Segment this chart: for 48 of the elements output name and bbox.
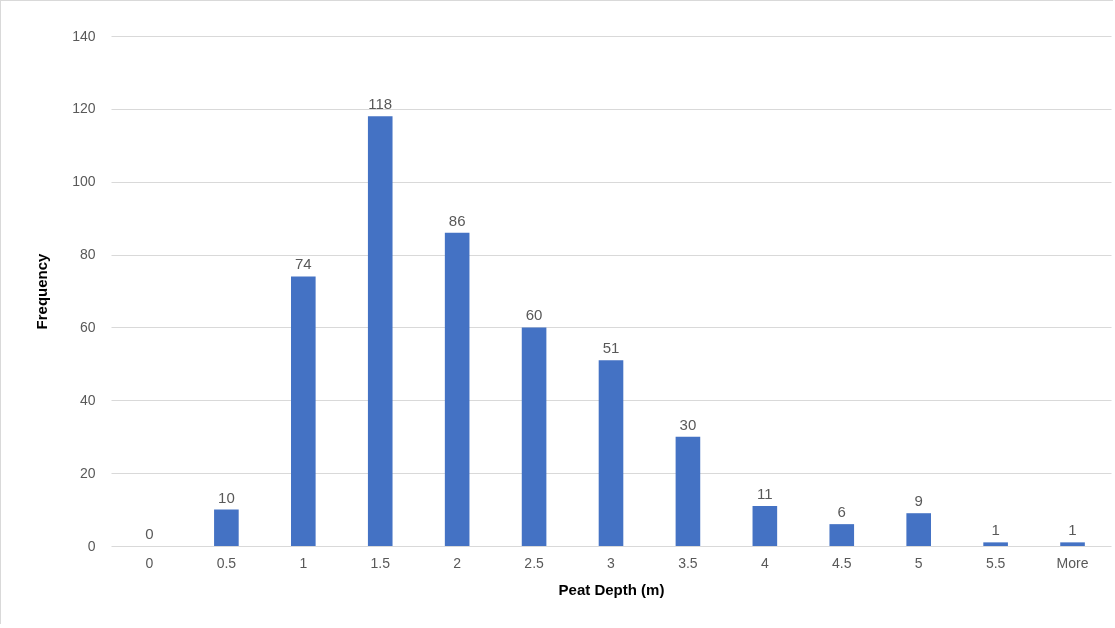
x-tick-label: 2.5	[524, 554, 545, 571]
y-tick-label: 0	[87, 537, 96, 554]
data-label: 86	[448, 211, 466, 229]
x-tick-label: More	[1056, 554, 1089, 571]
bar	[829, 524, 855, 546]
x-tick-label: 0.5	[216, 554, 237, 571]
y-axis-title: Frequency	[33, 252, 51, 330]
x-tick-label: 1.5	[370, 554, 391, 571]
y-tick-label: 80	[79, 246, 96, 263]
data-label: 74	[294, 255, 312, 273]
x-tick-label: 4	[760, 554, 769, 571]
x-tick-label: 2	[453, 554, 462, 571]
y-tick-label: 40	[79, 391, 96, 408]
y-tick-label: 100	[72, 173, 96, 190]
x-tick-label: 5	[914, 554, 923, 571]
data-label: 51	[602, 339, 620, 357]
x-tick-label: 3	[607, 554, 616, 571]
bar	[675, 436, 701, 546]
x-tick-label: 4.5	[832, 554, 852, 571]
data-label: 11	[757, 484, 773, 502]
data-label: 10	[218, 488, 235, 506]
x-tick-label: 5.5	[985, 554, 1006, 571]
bar	[983, 542, 1008, 546]
bar	[291, 276, 316, 546]
x-tick-label: 1	[299, 554, 308, 571]
data-label: 60	[525, 306, 543, 324]
data-label: 6	[837, 503, 846, 521]
data-label: 1	[991, 521, 1000, 539]
bar	[598, 360, 624, 546]
bar	[906, 513, 931, 546]
bar	[214, 509, 239, 546]
bar	[521, 327, 547, 546]
bar	[1060, 542, 1085, 546]
data-label: 0	[145, 525, 154, 542]
x-tick-label: 3.5	[678, 554, 698, 571]
data-label: 9	[914, 492, 923, 510]
x-axis-title: Peat Depth (m)	[558, 580, 665, 598]
data-label: 30	[679, 415, 697, 433]
data-label: 118	[368, 95, 393, 113]
bar	[367, 116, 393, 546]
bar	[444, 232, 470, 546]
x-tick-label: 0	[145, 554, 154, 571]
y-tick-label: 120	[72, 100, 96, 117]
y-tick-label: 60	[79, 318, 96, 335]
y-tick-label: 20	[79, 464, 96, 481]
bar	[752, 505, 778, 546]
y-tick-label: 140	[72, 27, 96, 44]
data-label: 1	[1068, 521, 1077, 539]
